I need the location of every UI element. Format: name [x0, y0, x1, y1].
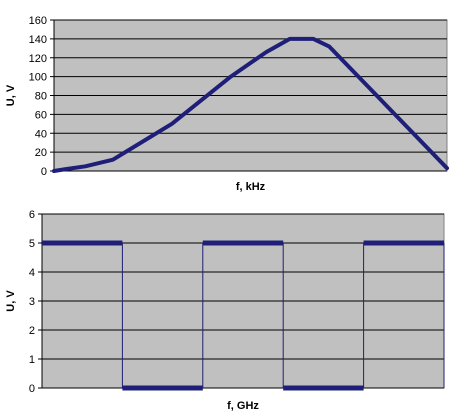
- y-tick-label: 6: [29, 209, 35, 221]
- y-tick-label: 100: [29, 72, 47, 84]
- y-tick-label: 2: [29, 325, 35, 337]
- y-tick-label: 160: [29, 15, 47, 27]
- y-axis-label: U, V: [5, 84, 17, 106]
- chart-bottom: 0 1 2 3 4 5 6 f, GHz U, V: [5, 209, 445, 412]
- series-line: [52, 36, 449, 173]
- y-axis-label: U, V: [5, 290, 17, 312]
- y-tick-label: 20: [35, 147, 47, 159]
- y-tick-label: 3: [29, 296, 35, 308]
- y-tick-label: 140: [29, 34, 47, 46]
- y-tick-label: 40: [35, 128, 47, 140]
- y-tick-label: 120: [29, 53, 47, 65]
- y-tick-label: 1: [29, 354, 35, 366]
- y-tick-label: 0: [29, 383, 35, 395]
- x-axis-label: f, kHz: [236, 181, 266, 193]
- y-tick-label: 60: [35, 109, 47, 121]
- y-tick-label: 0: [41, 166, 47, 178]
- x-axis-label: f, GHz: [227, 400, 259, 412]
- chart-top: 0 20 40 60 80 100 120 140 160 f, kHz U, V: [5, 15, 449, 193]
- y-tick-label: 5: [29, 238, 35, 250]
- y-tick-label: 4: [29, 267, 35, 279]
- y-tick-label: 80: [35, 91, 47, 103]
